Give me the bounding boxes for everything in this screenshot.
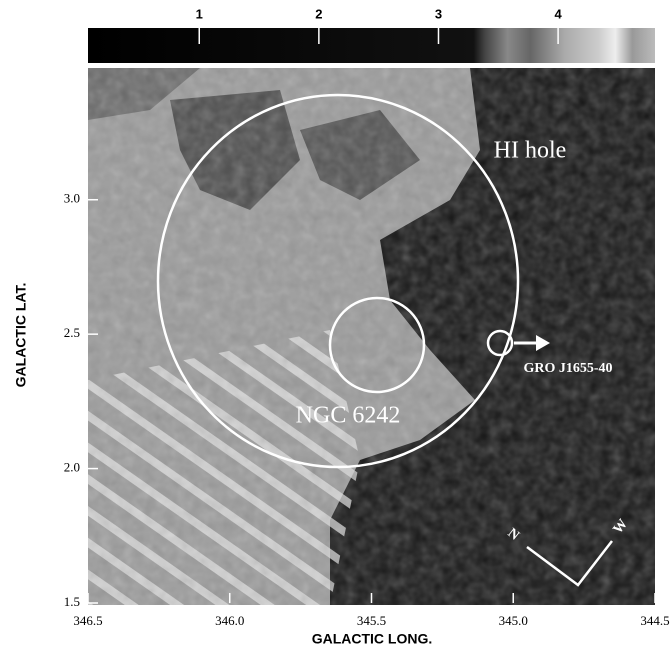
colorbar-tick-label: 4: [554, 6, 562, 21]
colorbar: [88, 28, 655, 63]
sky-image: [88, 68, 655, 605]
x-tick-label: 345.5: [357, 613, 386, 628]
figure: 1234 HI hole NGC 6242 GRO J1655-40 N W 3…: [0, 0, 671, 650]
colorbar-tick-label: 2: [315, 6, 322, 21]
colorbar-tick-label: 3: [435, 6, 442, 21]
y-tick-label: 2.0: [64, 460, 80, 475]
x-tick-label: 344.5: [640, 613, 669, 628]
x-tick-label: 345.0: [499, 613, 528, 628]
y-axis-label: GALACTIC LAT.: [13, 283, 29, 388]
annotation: NGC 6242: [296, 403, 401, 429]
x-axis-label: GALACTIC LONG.: [312, 631, 433, 647]
colorbar-tick-label: 1: [196, 6, 203, 21]
pixel-noise: [88, 68, 655, 605]
y-tick-label: 2.5: [64, 325, 80, 340]
x-tick-label: 346.0: [215, 613, 244, 628]
annotation: HI hole: [494, 138, 567, 164]
y-tick-label: 3.0: [64, 191, 80, 206]
y-tick-label: 1.5: [64, 594, 80, 609]
annotation: GRO J1655-40: [523, 361, 612, 376]
x-tick-label: 346.5: [73, 613, 102, 628]
